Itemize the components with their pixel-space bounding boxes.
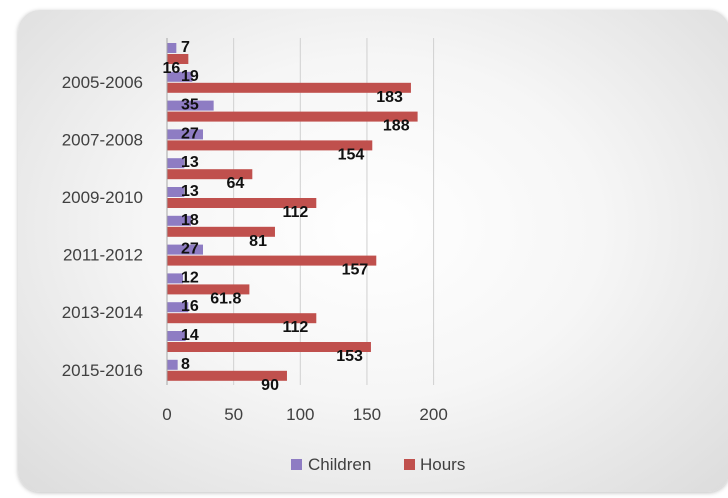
data-label-hours: 81 [249,233,267,250]
bar-hours [167,82,411,93]
data-label-hours: 16 [163,60,181,77]
bar-children [167,100,214,111]
bar-hours [167,226,275,237]
x-tick-label: 200 [419,405,447,424]
data-label-children: 35 [181,97,199,114]
bar-hours [167,284,250,295]
data-label-hours: 61.8 [210,290,241,307]
data-label-children: 18 [181,212,199,229]
bar-children [167,43,177,53]
data-label-hours: 90 [261,377,279,394]
bar-children [167,273,183,284]
data-label-hours: 112 [282,204,308,221]
bar-hours [167,169,253,180]
bars [167,43,418,381]
bar-children [167,331,186,341]
data-label-children: 19 [181,68,199,85]
legend-label: Children [308,455,371,474]
bar-children [167,187,185,197]
category-label: 2007-2008 [62,130,143,149]
bar-hours [167,370,287,381]
bar-children [167,71,193,82]
data-label-hours: 112 [282,319,308,336]
data-label-hours: 154 [338,146,365,163]
data-label-hours: 153 [336,348,363,365]
data-label-children: 13 [181,183,199,200]
legend: Children Hours [291,455,465,474]
legend-swatch [291,459,302,470]
data-labels: 716 1918335188271541364131121881271571261… [163,39,410,394]
bar-children [167,302,189,313]
data-label-children: 27 [181,125,199,142]
bar-children [167,158,185,169]
data-label-children: 16 [181,298,199,315]
bar-hours [167,198,317,208]
legend-label: Hours [420,455,465,474]
axes: 0 50 100 150 200 2005-2006 2007-2008 2009-2010 2… [62,38,448,424]
bar-children [167,129,203,140]
data-label-hours: 183 [376,89,403,106]
x-tick-label: 150 [353,405,381,424]
data-label-hours: 157 [342,262,369,279]
bar-children [167,359,178,370]
x-tick-label: 0 [162,405,171,424]
category-label: 2009-2010 [62,188,143,207]
bar-hours [167,342,371,352]
data-label-children: 7 [181,39,190,56]
data-label-hours: 64 [227,175,245,192]
bar-hours [167,313,317,324]
x-tick-label: 100 [286,405,314,424]
bar-hours [167,255,377,266]
x-tick-label: 50 [224,405,243,424]
category-label: 2005-2006 [62,73,143,92]
category-label: 2011-2012 [63,246,143,265]
data-label-children: 14 [181,327,199,344]
data-label-children: 27 [181,241,199,258]
category-label: 2013-2014 [62,303,143,322]
legend-swatch [404,459,415,470]
category-label: 2015-2016 [62,361,143,380]
gridlines [233,38,435,385]
bar-hours [167,111,418,122]
data-label-children: 8 [181,356,190,373]
bar-hours [167,54,189,64]
data-label-children: 12 [181,269,199,286]
bar-children [167,244,203,255]
data-label-children: 13 [181,154,199,171]
bar-children [167,215,191,226]
data-label-hours: 188 [383,118,410,135]
bar-hours [167,140,373,151]
